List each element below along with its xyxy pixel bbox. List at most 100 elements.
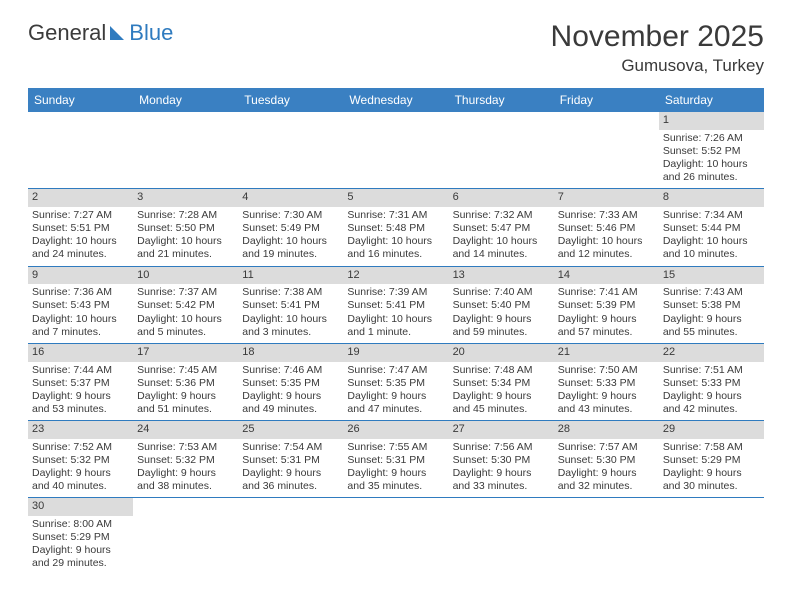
sunset-text: Sunset: 5:30 PM (453, 454, 550, 467)
day-content: Sunrise: 7:36 AMSunset: 5:43 PMDaylight:… (28, 284, 133, 343)
daylight-text: Daylight: 9 hours and 59 minutes. (453, 313, 550, 339)
day-content: Sunrise: 7:46 AMSunset: 5:35 PMDaylight:… (238, 362, 343, 421)
sunset-text: Sunset: 5:44 PM (663, 222, 760, 235)
sunset-text: Sunset: 5:31 PM (347, 454, 444, 467)
calendar-day-cell: 22Sunrise: 7:51 AMSunset: 5:33 PMDayligh… (659, 343, 764, 420)
calendar-week-row: 30Sunrise: 8:00 AMSunset: 5:29 PMDayligh… (28, 498, 764, 575)
header: General Blue November 2025 Gumusova, Tur… (28, 20, 764, 76)
calendar-day-cell: 11Sunrise: 7:38 AMSunset: 5:41 PMDayligh… (238, 266, 343, 343)
daylight-text: Daylight: 9 hours and 42 minutes. (663, 390, 760, 416)
sunset-text: Sunset: 5:43 PM (32, 299, 129, 312)
sunset-text: Sunset: 5:30 PM (558, 454, 655, 467)
calendar-day-cell (238, 498, 343, 575)
day-number: 9 (28, 267, 133, 285)
daylight-text: Daylight: 10 hours and 10 minutes. (663, 235, 760, 261)
calendar-week-row: 23Sunrise: 7:52 AMSunset: 5:32 PMDayligh… (28, 421, 764, 498)
weekday-header: Thursday (449, 88, 554, 112)
sunrise-text: Sunrise: 7:44 AM (32, 364, 129, 377)
sunset-text: Sunset: 5:37 PM (32, 377, 129, 390)
sunset-text: Sunset: 5:51 PM (32, 222, 129, 235)
sunrise-text: Sunrise: 7:45 AM (137, 364, 234, 377)
sunset-text: Sunset: 5:38 PM (663, 299, 760, 312)
daylight-text: Daylight: 10 hours and 3 minutes. (242, 313, 339, 339)
sunrise-text: Sunrise: 7:47 AM (347, 364, 444, 377)
day-number: 21 (554, 344, 659, 362)
daylight-text: Daylight: 9 hours and 55 minutes. (663, 313, 760, 339)
calendar-week-row: 9Sunrise: 7:36 AMSunset: 5:43 PMDaylight… (28, 266, 764, 343)
daylight-text: Daylight: 9 hours and 51 minutes. (137, 390, 234, 416)
daylight-text: Daylight: 9 hours and 53 minutes. (32, 390, 129, 416)
sunset-text: Sunset: 5:33 PM (558, 377, 655, 390)
day-number: 2 (28, 189, 133, 207)
logo-text-general: General (28, 20, 106, 46)
daylight-text: Daylight: 10 hours and 19 minutes. (242, 235, 339, 261)
day-content: Sunrise: 7:40 AMSunset: 5:40 PMDaylight:… (449, 284, 554, 343)
calendar-day-cell: 4 Sunrise: 7:30 AMSunset: 5:49 PMDaylight… (238, 189, 343, 266)
sunrise-text: Sunrise: 7:26 AM (663, 132, 760, 145)
daylight-text: Daylight: 10 hours and 12 minutes. (558, 235, 655, 261)
sunrise-text: Sunrise: 7:55 AM (347, 441, 444, 454)
calendar-table: Sunday Monday Tuesday Wednesday Thursday… (28, 88, 764, 575)
title-block: November 2025 Gumusova, Turkey (551, 20, 764, 76)
day-content: Sunrise: 7:38 AMSunset: 5:41 PMDaylight:… (238, 284, 343, 343)
calendar-day-cell (659, 498, 764, 575)
calendar-day-cell: 5Sunrise: 7:31 AMSunset: 5:48 PMDaylight… (343, 189, 448, 266)
day-content: Sunrise: 7:52 AMSunset: 5:32 PMDaylight:… (28, 439, 133, 498)
sunrise-text: Sunrise: 7:54 AM (242, 441, 339, 454)
day-content: Sunrise: 8:00 AMSunset: 5:29 PMDaylight:… (28, 516, 133, 575)
weekday-header: Sunday (28, 88, 133, 112)
daylight-text: Daylight: 10 hours and 21 minutes. (137, 235, 234, 261)
daylight-text: Daylight: 9 hours and 36 minutes. (242, 467, 339, 493)
sunrise-text: Sunrise: 7:31 AM (347, 209, 444, 222)
daylight-text: Daylight: 9 hours and 35 minutes. (347, 467, 444, 493)
calendar-day-cell: 19Sunrise: 7:47 AMSunset: 5:35 PMDayligh… (343, 343, 448, 420)
sunrise-text: Sunrise: 7:58 AM (663, 441, 760, 454)
calendar-day-cell: 27Sunrise: 7:56 AMSunset: 5:30 PMDayligh… (449, 421, 554, 498)
day-content: Sunrise: 7:44 AMSunset: 5:37 PMDaylight:… (28, 362, 133, 421)
day-content: Sunrise: 7:57 AMSunset: 5:30 PMDaylight:… (554, 439, 659, 498)
calendar-week-row: 2Sunrise: 7:27 AMSunset: 5:51 PMDaylight… (28, 189, 764, 266)
day-content: Sunrise: 7:31 AMSunset: 5:48 PMDaylight:… (343, 207, 448, 266)
sunrise-text: Sunrise: 7:34 AM (663, 209, 760, 222)
day-content: Sunrise: 7:26 AMSunset: 5:52 PMDaylight:… (659, 130, 764, 189)
daylight-text: Daylight: 9 hours and 38 minutes. (137, 467, 234, 493)
sunset-text: Sunset: 5:29 PM (32, 531, 129, 544)
calendar-day-cell (554, 112, 659, 189)
day-content: Sunrise: 7:27 AMSunset: 5:51 PMDaylight:… (28, 207, 133, 266)
sunset-text: Sunset: 5:42 PM (137, 299, 234, 312)
daylight-text: Daylight: 10 hours and 16 minutes. (347, 235, 444, 261)
sunset-text: Sunset: 5:49 PM (242, 222, 339, 235)
sunset-text: Sunset: 5:41 PM (347, 299, 444, 312)
sunset-text: Sunset: 5:39 PM (558, 299, 655, 312)
sunrise-text: Sunrise: 7:30 AM (242, 209, 339, 222)
daylight-text: Daylight: 9 hours and 47 minutes. (347, 390, 444, 416)
sunset-text: Sunset: 5:35 PM (242, 377, 339, 390)
weekday-header-row: Sunday Monday Tuesday Wednesday Thursday… (28, 88, 764, 112)
weekday-header: Tuesday (238, 88, 343, 112)
sunset-text: Sunset: 5:31 PM (242, 454, 339, 467)
weekday-header: Monday (133, 88, 238, 112)
sunset-text: Sunset: 5:46 PM (558, 222, 655, 235)
calendar-page: General Blue November 2025 Gumusova, Tur… (0, 0, 792, 595)
daylight-text: Daylight: 9 hours and 45 minutes. (453, 390, 550, 416)
day-number: 29 (659, 421, 764, 439)
calendar-day-cell: 3Sunrise: 7:28 AMSunset: 5:50 PMDaylight… (133, 189, 238, 266)
day-number: 18 (238, 344, 343, 362)
day-number: 14 (554, 267, 659, 285)
day-number: 28 (554, 421, 659, 439)
calendar-day-cell: 1Sunrise: 7:26 AMSunset: 5:52 PMDaylight… (659, 112, 764, 189)
calendar-day-cell: 17Sunrise: 7:45 AMSunset: 5:36 PMDayligh… (133, 343, 238, 420)
calendar-day-cell (554, 498, 659, 575)
calendar-day-cell: 9Sunrise: 7:36 AMSunset: 5:43 PMDaylight… (28, 266, 133, 343)
sunrise-text: Sunrise: 7:39 AM (347, 286, 444, 299)
day-content: Sunrise: 7:54 AMSunset: 5:31 PMDaylight:… (238, 439, 343, 498)
day-number: 24 (133, 421, 238, 439)
calendar-day-cell: 15Sunrise: 7:43 AMSunset: 5:38 PMDayligh… (659, 266, 764, 343)
day-number: 19 (343, 344, 448, 362)
calendar-week-row: 1Sunrise: 7:26 AMSunset: 5:52 PMDaylight… (28, 112, 764, 189)
daylight-text: Daylight: 9 hours and 33 minutes. (453, 467, 550, 493)
day-content: Sunrise: 7:41 AMSunset: 5:39 PMDaylight:… (554, 284, 659, 343)
day-number: 4 (238, 189, 343, 207)
calendar-day-cell: 8Sunrise: 7:34 AMSunset: 5:44 PMDaylight… (659, 189, 764, 266)
day-number: 27 (449, 421, 554, 439)
